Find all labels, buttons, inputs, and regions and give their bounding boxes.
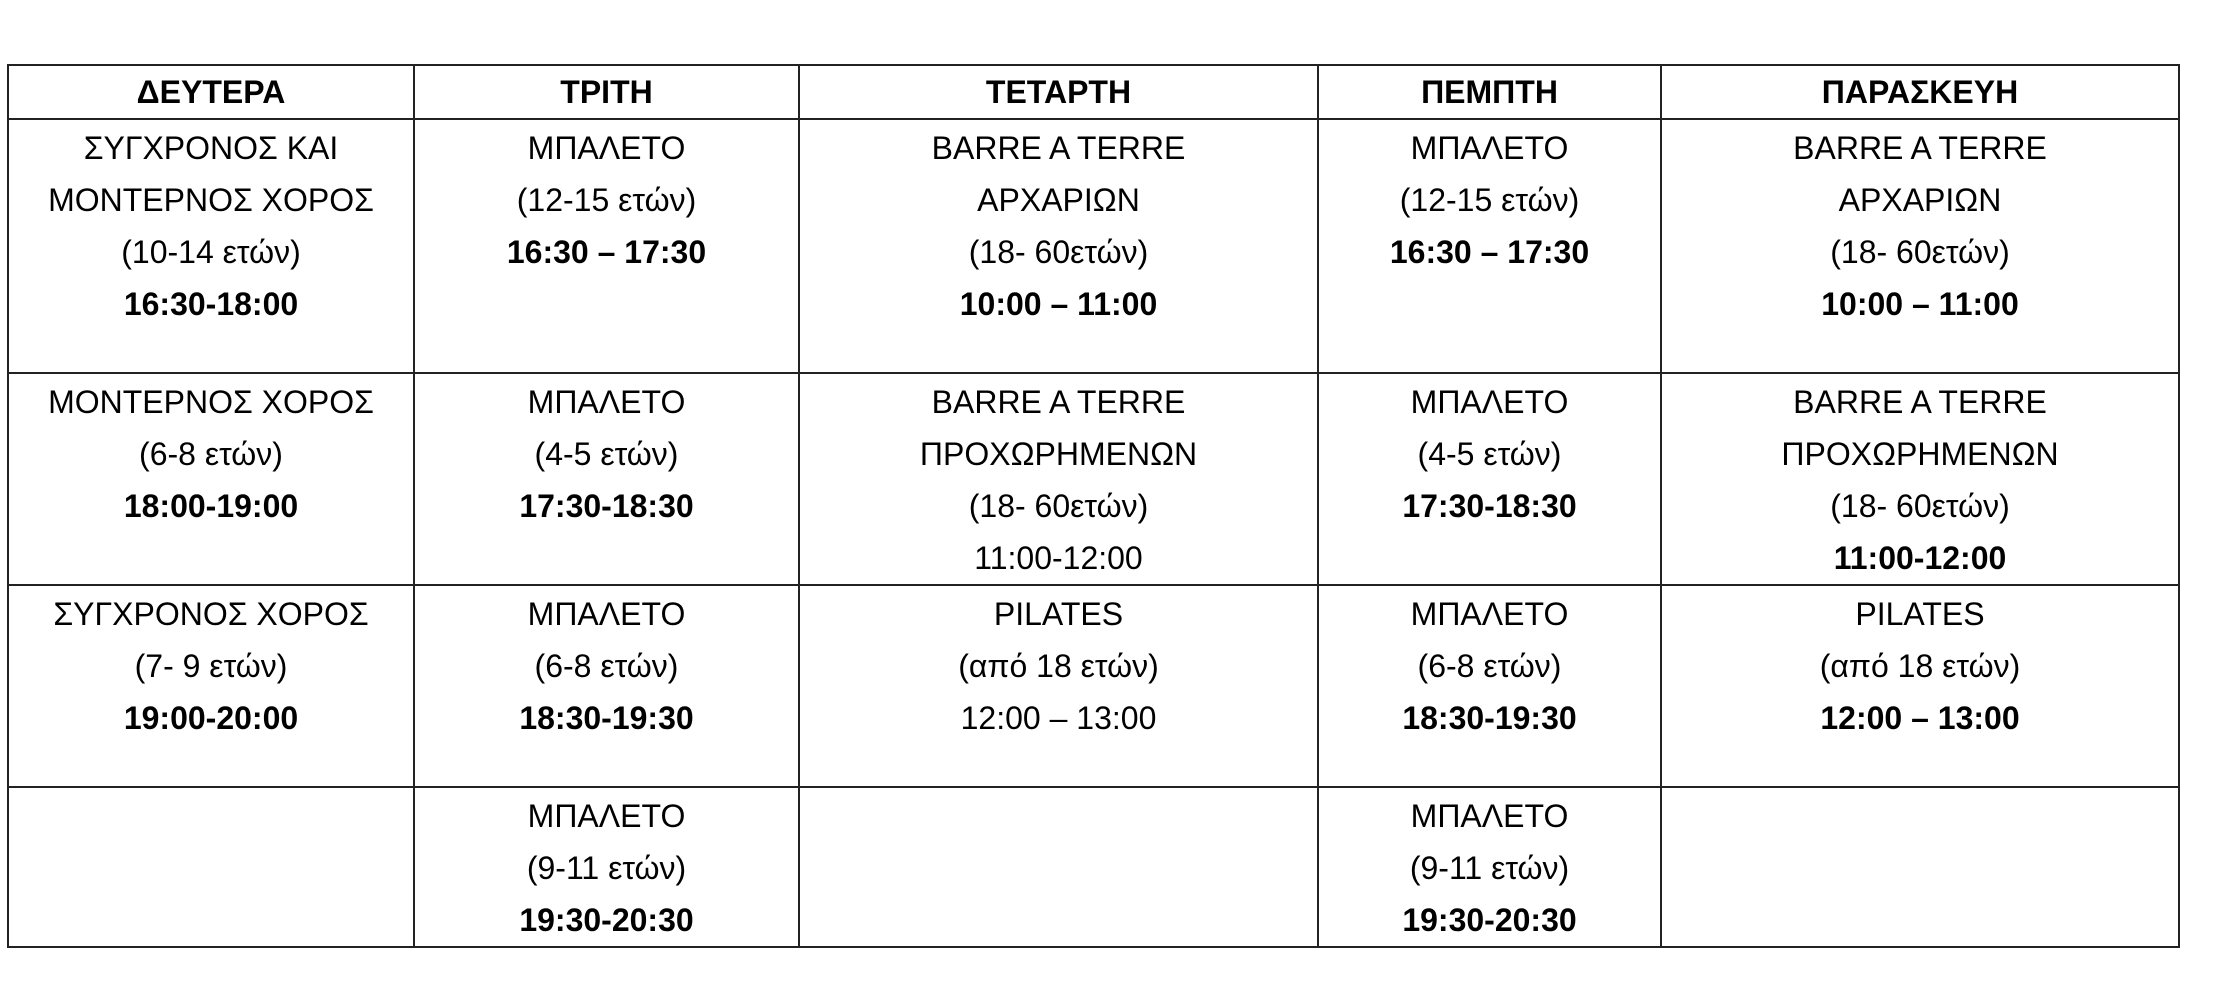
- class-cell-tuesday: ΜΠΑΛΕΤΟ (6-8 ετών) 18:30-19:30: [413, 584, 800, 788]
- class-info: 11:00-12:00: [974, 540, 1143, 576]
- class-cell-wednesday: [798, 786, 1319, 948]
- class-info: (6-8 ετών): [1417, 648, 1562, 684]
- class-time: 11:00-12:00: [1833, 540, 2007, 576]
- class-time: 19:00-20:00: [123, 700, 299, 736]
- class-info: BARRE A TERRE: [1793, 384, 2047, 420]
- class-info: (9-11 ετών): [1409, 850, 1570, 886]
- class-cell-thursday: ΜΠΑΛΕΤΟ (4-5 ετών) 17:30-18:30: [1317, 372, 1662, 586]
- class-info: ΜΠΑΛΕΤΟ: [1410, 384, 1569, 420]
- class-info: ΜΠΑΛΕΤΟ: [1410, 798, 1569, 834]
- class-time: 10:00 – 11:00: [1821, 286, 2019, 322]
- class-info: (18- 60ετών): [1830, 234, 2010, 270]
- class-cell-thursday: ΜΠΑΛΕΤΟ (12-15 ετών) 16:30 – 17:30: [1317, 118, 1662, 374]
- class-info: PILATES: [1855, 596, 1985, 632]
- class-cell-thursday: ΜΠΑΛΕΤΟ (6-8 ετών) 18:30-19:30: [1317, 584, 1662, 788]
- header-friday: ΠΑΡΑΣΚΕΥΗ: [1660, 64, 2180, 120]
- class-cell-tuesday: ΜΠΑΛΕΤΟ (9-11 ετών) 19:30-20:30: [413, 786, 800, 948]
- class-cell-tuesday: ΜΠΑΛΕΤΟ (12-15 ετών) 16:30 – 17:30: [413, 118, 800, 374]
- class-info: PILATES: [993, 596, 1124, 632]
- class-info: (18- 60ετών): [968, 488, 1149, 524]
- class-cell-monday: ΣΥΓΧΡΟΝΟΣ ΧΟΡΟΣ (7- 9 ετών) 19:00-20:00: [7, 584, 415, 788]
- class-cell-monday: ΣΥΓΧΡΟΝΟΣ ΚΑΙ ΜΟΝΤΕΡΝΟΣ ΧΟΡΟΣ (10-14 ετών)…: [7, 118, 415, 374]
- table-row: ΣΥΓΧΡΟΝΟΣ ΧΟΡΟΣ (7- 9 ετών) 19:00-20:00 ΜΠΑ…: [7, 584, 2180, 788]
- class-info: ΜΠΑΛΕΤΟ: [527, 596, 686, 632]
- class-info: (7- 9 ετών): [134, 648, 288, 684]
- class-info: ΑΡΧΑΡΙΩΝ: [1838, 182, 2002, 218]
- class-cell-friday: PILATES (από 18 ετών) 12:00 – 13:00: [1660, 584, 2180, 788]
- class-time: 16:30 – 17:30: [506, 234, 707, 270]
- class-info: 12:00 – 13:00: [960, 700, 1157, 736]
- class-info: ΜΟΝΤΕΡΝΟΣ ΧΟΡΟΣ: [48, 384, 374, 420]
- class-cell-wednesday: PILATES (από 18 ετών) 12:00 – 13:00: [798, 584, 1319, 788]
- class-info: (4-5 ετών): [1417, 436, 1562, 472]
- class-time: 12:00 – 13:00: [1820, 700, 2020, 736]
- class-time: 10:00 – 11:00: [959, 286, 1158, 322]
- table-row: ΜΠΑΛΕΤΟ (9-11 ετών) 19:30-20:30 ΜΠΑΛΕΤΟ (9-1…: [7, 786, 2180, 948]
- class-info: ΜΠΑΛΕΤΟ: [1410, 596, 1569, 632]
- class-info: BARRE A TERRE: [931, 384, 1186, 420]
- class-time: 18:00-19:00: [123, 488, 299, 524]
- class-info: (18- 60ετών): [1830, 488, 2010, 524]
- class-info: (6-8 ετών): [534, 648, 679, 684]
- class-time: 16:30 – 17:30: [1389, 234, 1590, 270]
- class-cell-friday: BARRE A TERRE ΑΡΧΑΡΙΩΝ (18- 60ετών) 10:00 –…: [1660, 118, 2180, 374]
- header-wednesday: ΤΕΤΑΡΤΗ: [798, 64, 1319, 120]
- class-info: (6-8 ετών): [139, 436, 283, 472]
- class-info: ΜΠΑΛΕΤΟ: [527, 130, 686, 166]
- class-cell-wednesday: BARRE A TERRE ΠΡΟΧΩΡΗΜΕΝΩΝ (18- 60ετών) 11:…: [798, 372, 1319, 586]
- class-info: ΜΠΑΛΕΤΟ: [1410, 130, 1569, 166]
- class-info: (από 18 ετών): [958, 648, 1159, 684]
- class-time: 16:30-18:00: [123, 286, 299, 322]
- class-time: 17:30-18:30: [519, 488, 694, 524]
- weekly-schedule-table: ΔΕΥΤΕΡΑ ΤΡΙΤΗ ΤΕΤΑΡΤΗ ΠΕΜΠΤΗ ΠΑΡΑΣΚΕΥΗ Σ…: [7, 64, 2180, 948]
- class-cell-friday: [1660, 786, 2180, 948]
- class-info: (4-5 ετών): [534, 436, 679, 472]
- class-info: ΜΟΝΤΕΡΝΟΣ ΧΟΡΟΣ: [48, 182, 374, 218]
- class-info: BARRE A TERRE: [931, 130, 1186, 166]
- class-cell-friday: BARRE A TERRE ΠΡΟΧΩΡΗΜΕΝΩΝ (18- 60ετών) 11:…: [1660, 372, 2180, 586]
- table-row: ΣΥΓΧΡΟΝΟΣ ΚΑΙ ΜΟΝΤΕΡΝΟΣ ΧΟΡΟΣ (10-14 ετών)…: [7, 118, 2180, 374]
- header-thursday: ΠΕΜΠΤΗ: [1317, 64, 1662, 120]
- class-cell-wednesday: BARRE A TERRE ΑΡΧΑΡΙΩΝ (18- 60ετών) 10:00 –…: [798, 118, 1319, 374]
- class-info: ΣΥΓΧΡΟΝΟΣ ΧΟΡΟΣ: [53, 596, 369, 632]
- class-info: (12-15 ετών): [1399, 182, 1580, 218]
- class-cell-monday: [7, 786, 415, 948]
- class-time: 19:30-20:30: [519, 902, 694, 938]
- class-time: 17:30-18:30: [1402, 488, 1577, 524]
- class-info: ΜΠΑΛΕΤΟ: [527, 384, 686, 420]
- header-row: ΔΕΥΤΕΡΑ ΤΡΙΤΗ ΤΕΤΑΡΤΗ ΠΕΜΠΤΗ ΠΑΡΑΣΚΕΥΗ: [7, 64, 2180, 120]
- class-info: (από 18 ετών): [1819, 648, 2021, 684]
- class-info: ΣΥΓΧΡΟΝΟΣ ΚΑΙ: [83, 130, 339, 166]
- header-monday: ΔΕΥΤΕΡΑ: [7, 64, 415, 120]
- class-info: BARRE A TERRE: [1793, 130, 2047, 166]
- class-time: 18:30-19:30: [1402, 700, 1577, 736]
- class-info: ΜΠΑΛΕΤΟ: [527, 798, 686, 834]
- class-time: 19:30-20:30: [1402, 902, 1577, 938]
- class-info: ΠΡΟΧΩΡΗΜΕΝΩΝ: [919, 436, 1198, 472]
- class-cell-tuesday: ΜΠΑΛΕΤΟ (4-5 ετών) 17:30-18:30: [413, 372, 800, 586]
- class-time: 18:30-19:30: [519, 700, 694, 736]
- class-cell-thursday: ΜΠΑΛΕΤΟ (9-11 ετών) 19:30-20:30: [1317, 786, 1662, 948]
- header-tuesday: ΤΡΙΤΗ: [413, 64, 800, 120]
- class-info: (9-11 ετών): [526, 850, 687, 886]
- class-info: (12-15 ετών): [516, 182, 697, 218]
- class-cell-monday: ΜΟΝΤΕΡΝΟΣ ΧΟΡΟΣ (6-8 ετών) 18:00-19:00: [7, 372, 415, 586]
- class-info: ΠΡΟΧΩΡΗΜΕΝΩΝ: [1781, 436, 2059, 472]
- class-info: ΑΡΧΑΡΙΩΝ: [977, 182, 1140, 218]
- class-info: (10-14 ετών): [121, 234, 301, 270]
- table-row: ΜΟΝΤΕΡΝΟΣ ΧΟΡΟΣ (6-8 ετών) 18:00-19:00 ΜΠΑΛ…: [7, 372, 2180, 586]
- class-info: (18- 60ετών): [968, 234, 1149, 270]
